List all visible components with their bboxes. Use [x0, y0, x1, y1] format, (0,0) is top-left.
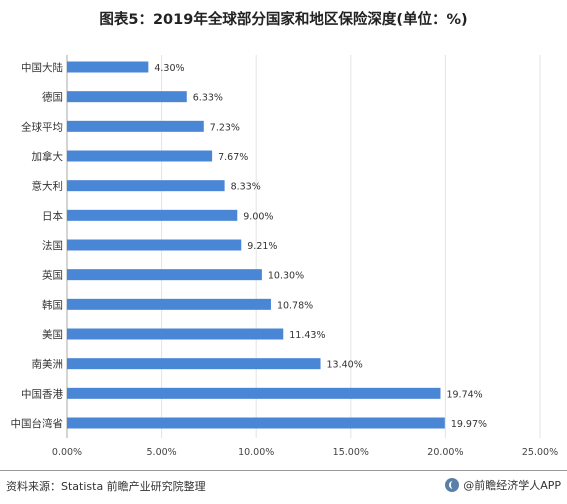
- x-tick-label: 0.00%: [52, 447, 82, 458]
- data-label: 19.97%: [451, 419, 487, 430]
- brand-text: @前瞻经济学人APP: [463, 479, 561, 492]
- data-label: 7.23%: [210, 122, 240, 133]
- bar: [67, 209, 238, 221]
- category-label: 加拿大: [32, 150, 64, 163]
- bar: [67, 358, 321, 370]
- bar: [67, 120, 204, 132]
- footer: 资料来源：Statista 前瞻产业研究院整理 @前瞻经济学人APP: [0, 470, 567, 504]
- category-label: 南美洲: [32, 358, 64, 371]
- x-tick-label: 25.00%: [522, 447, 558, 458]
- bar: [67, 61, 149, 73]
- category-label: 美国: [42, 328, 63, 341]
- data-label: 9.00%: [243, 211, 273, 222]
- brand-credit: @前瞻经济学人APP: [445, 477, 561, 493]
- data-label: 6.33%: [193, 93, 223, 104]
- category-label: 日本: [42, 209, 63, 222]
- category-label: 法国: [42, 239, 63, 252]
- category-label: 韩国: [42, 298, 63, 311]
- data-label: 7.67%: [218, 152, 248, 163]
- bar: [67, 239, 242, 251]
- data-label: 11.43%: [289, 330, 325, 341]
- bar: [67, 417, 445, 429]
- bar: [67, 387, 441, 399]
- data-label: 8.33%: [231, 182, 261, 193]
- data-label: 4.30%: [154, 63, 184, 74]
- brand-logo-icon: [445, 478, 460, 492]
- bar: [67, 328, 284, 340]
- category-label: 中国大陆: [21, 61, 63, 74]
- data-label: 19.74%: [446, 389, 482, 400]
- bar: [67, 150, 213, 162]
- data-label: 9.21%: [247, 241, 277, 252]
- source-note: 资料来源：Statista 前瞻产业研究院整理: [6, 480, 206, 493]
- category-label: 中国台湾省: [11, 417, 64, 430]
- data-label: 10.30%: [268, 271, 304, 282]
- category-label: 意大利: [32, 180, 64, 193]
- bar: [67, 91, 187, 103]
- category-label: 英国: [42, 269, 63, 282]
- chart-title: 图表5：2019年全球部分国家和地区保险深度(单位：%): [99, 12, 468, 28]
- x-tick-label: 20.00%: [427, 447, 463, 458]
- category-label: 德国: [42, 91, 63, 104]
- category-label: 全球平均: [21, 120, 63, 133]
- data-label: 13.40%: [327, 360, 363, 371]
- x-tick-label: 15.00%: [333, 447, 369, 458]
- x-tick-label: 10.00%: [238, 447, 274, 458]
- data-label: 10.78%: [277, 300, 313, 311]
- bar: [67, 298, 271, 310]
- x-tick-label: 5.00%: [147, 447, 177, 458]
- category-label: 中国香港: [21, 387, 63, 400]
- bar-chart: 中国大陆 4.30% 德国 6.33% 全球平均 7.23% 加拿大 7.67% 意大利 8.33…: [11, 55, 558, 458]
- bar: [67, 269, 262, 281]
- bar: [67, 180, 225, 192]
